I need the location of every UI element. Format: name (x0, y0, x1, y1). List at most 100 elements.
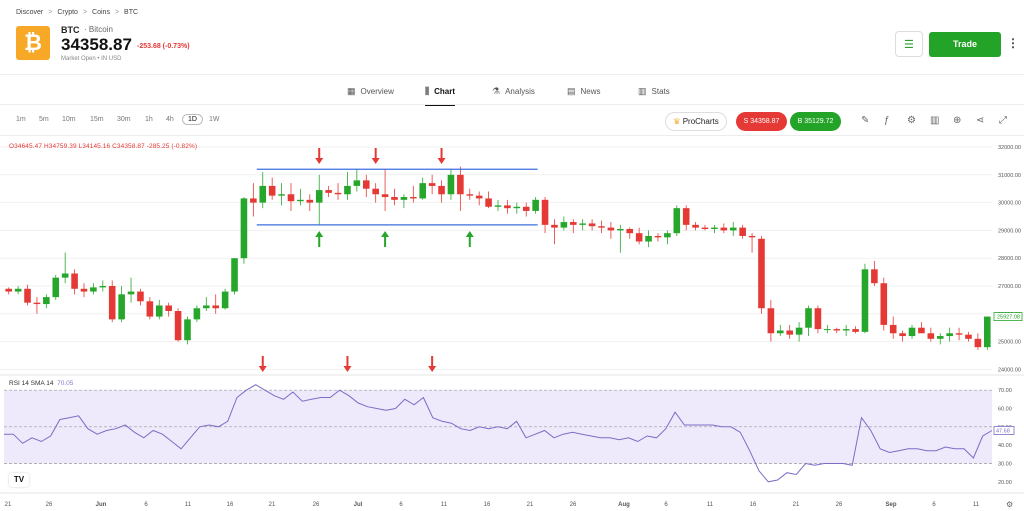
timeframe-5m[interactable]: 5m (39, 116, 49, 123)
x-tick-label: 11 (973, 502, 980, 508)
pencil-icon[interactable]: ✎ (861, 115, 870, 126)
x-tick-label: 6 (932, 502, 936, 508)
candle-body (5, 288, 12, 292)
support-up-arrow-icon (465, 231, 474, 237)
rsi-last-label: 47.68 (996, 429, 1010, 435)
news-icon: ▤ (567, 85, 576, 96)
candle-body (306, 199, 314, 203)
instrument-tabs: ▦ Overview ⫼ Chart ⚗ Analysis ▤ News ▥ Stats (0, 78, 1024, 106)
resistance-down-arrow-icon (315, 158, 324, 164)
x-tick-label: 11 (441, 502, 448, 508)
x-tick-label: Aug (618, 502, 630, 508)
candle-body (645, 235, 652, 242)
candle-body (795, 327, 803, 335)
candle-body (626, 229, 634, 234)
x-tick-label: 16 (227, 502, 234, 508)
price-tick-label: 30000.00 (998, 201, 1021, 207)
more-options-icon[interactable]: ⋮ (1007, 36, 1019, 50)
indicators-icon[interactable]: ƒ (884, 115, 890, 126)
candle-body (221, 291, 229, 309)
x-tick-label: Jul (354, 502, 363, 508)
candle-body (889, 324, 897, 334)
timeframe-1h[interactable]: 1h (145, 116, 153, 123)
candle-body (118, 294, 125, 320)
candle-body (908, 327, 916, 337)
tab-news[interactable]: ▤ News (567, 78, 601, 104)
candle-body (541, 199, 549, 225)
tab-overview[interactable]: ▦ Overview (347, 78, 394, 104)
breadcrumb-item-coins[interactable]: Coins (92, 9, 110, 16)
tab-stats[interactable]: ▥ Stats (638, 78, 670, 104)
price-tick-label: 25000.00 (998, 340, 1021, 346)
plus-circle-icon[interactable]: ⊕ (953, 115, 962, 126)
timeframe-30m[interactable]: 30m (117, 116, 131, 123)
candle-body (720, 227, 728, 231)
x-tick-label: 21 (5, 502, 12, 508)
candle-body (899, 333, 906, 337)
instrument-name: · Bitcoin (84, 25, 113, 34)
timeframe-4h[interactable]: 4h (166, 116, 174, 123)
candle-body (24, 288, 31, 303)
bar-chart-icon[interactable]: ▥ (930, 115, 940, 126)
candle-body (212, 305, 220, 309)
settings-icon[interactable]: ⚙ (907, 115, 916, 126)
breadcrumb-item-discover[interactable]: Discover (16, 9, 44, 16)
candle-body (522, 206, 530, 211)
rsi-tick-label: 40.00 (998, 443, 1012, 449)
price-tick-label: 31000.00 (998, 173, 1021, 179)
candle-body (334, 192, 342, 195)
candle-body (466, 194, 474, 196)
x-tick-label: 11 (185, 502, 192, 508)
candle-body (701, 227, 709, 230)
candle-body (494, 205, 502, 207)
candle-body (278, 194, 285, 196)
buy-button[interactable]: B 35129.72 (790, 112, 841, 131)
candle-body (287, 194, 295, 202)
tab-analysis[interactable]: ⚗ Analysis (492, 78, 535, 104)
tab-chart[interactable]: ⫼ Chart (425, 78, 456, 106)
rsi-legend: RSI 14 SMA 14 70.05 (9, 380, 73, 387)
resistance-down-arrow-icon (437, 158, 446, 164)
rsi-tick-label: 20.00 (998, 480, 1012, 486)
breadcrumb: Discover > Crypto > Coins > BTC (16, 9, 138, 16)
price-change: -253.68 (-0.73%) (137, 43, 190, 50)
candle-body (504, 205, 511, 209)
trade-button[interactable]: Trade (929, 32, 1001, 57)
candle-body (748, 235, 756, 238)
candle-body (43, 297, 50, 305)
timeframe-15m[interactable]: 15m (90, 116, 104, 123)
price-tick-label: 27000.00 (998, 284, 1021, 290)
candle-body (692, 224, 699, 228)
x-tick-label: 16 (750, 502, 757, 508)
candle-body (852, 329, 859, 332)
procharts-button[interactable]: ♛ ProCharts (665, 112, 727, 131)
share-icon[interactable]: ⋖ (976, 115, 985, 126)
bitcoin-logo-icon: ₿ (16, 26, 50, 60)
candle-body (682, 208, 690, 225)
sell-button[interactable]: S 34358.87 (736, 112, 787, 131)
chart-icon: ⫼ (425, 85, 430, 96)
grid-icon: ▦ (347, 85, 356, 96)
candle-body (250, 198, 257, 203)
fullscreen-icon[interactable]: ⤢ (999, 115, 1007, 126)
timeframe-10m[interactable]: 10m (62, 116, 76, 123)
candle-body (52, 277, 60, 298)
x-tick-label: 26 (570, 502, 577, 508)
timeframe-1w[interactable]: 1W (209, 116, 220, 123)
timeframe-1m[interactable]: 1m (16, 116, 26, 123)
candle-body (419, 183, 427, 199)
x-tick-label: 21 (269, 502, 276, 508)
x-tick-label: 26 (836, 502, 843, 508)
candle-body (108, 286, 116, 320)
x-tick-label: Jun (96, 502, 107, 508)
add-to-watchlist-button[interactable]: ☰ (895, 31, 923, 57)
breadcrumb-separator-icon: > (48, 9, 53, 16)
price-chart[interactable]: 32000.00 31000.00 30000.00 29000.00 28000.00… (0, 137, 1024, 511)
candle-body (90, 287, 97, 292)
resistance-down-arrow-icon (371, 158, 380, 164)
candle-body (739, 227, 746, 236)
breadcrumb-item-crypto[interactable]: Crypto (57, 9, 78, 16)
tabs-divider (0, 104, 1024, 105)
candle-body (833, 329, 841, 331)
timeframe-1d[interactable]: 1D (182, 114, 203, 125)
